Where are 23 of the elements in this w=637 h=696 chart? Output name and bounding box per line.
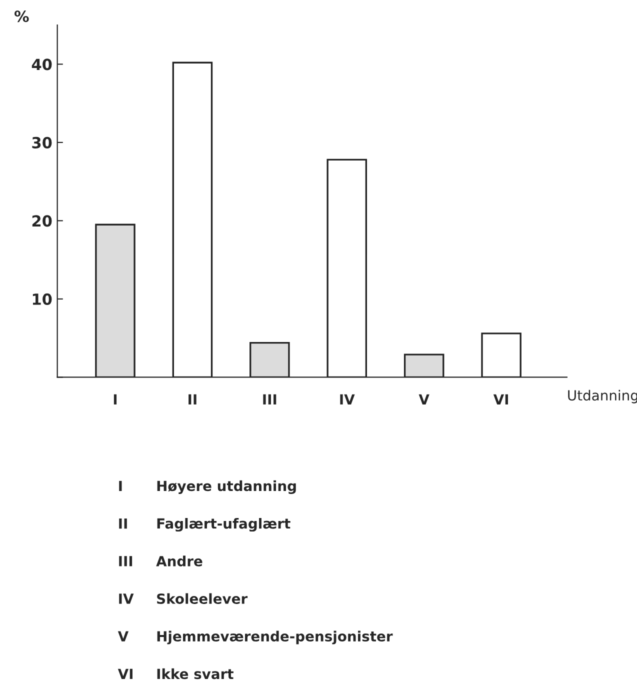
y-tick-label: 40 [32,58,52,70]
x-tick-label: VI [493,394,508,404]
text: Hjemmeværende-pensjonister [157,630,393,644]
x-tick-label: II [188,394,196,404]
y-tick-label: 20 [32,215,52,227]
text: Skoleelever [157,593,248,604]
x-tick-label: I [114,394,117,404]
text: III [119,556,132,566]
x-tick-label: IV [340,394,355,404]
text: V [118,631,129,642]
x-tick-label: V [418,394,430,404]
text: Høyere utdanning [157,480,296,494]
text: I [119,480,122,492]
x-tick-label: III [263,394,276,404]
y-tick-label: 30 [32,136,52,148]
text: Ikke svart [157,668,234,680]
y-axis-title: % [14,10,29,22]
text: II [119,518,127,529]
text: VI [118,668,132,679]
text: IV [119,594,134,604]
y-tick-label: 10 [32,293,52,305]
text: Faglært-ufaglært [157,518,290,532]
text: Andre [156,556,202,566]
